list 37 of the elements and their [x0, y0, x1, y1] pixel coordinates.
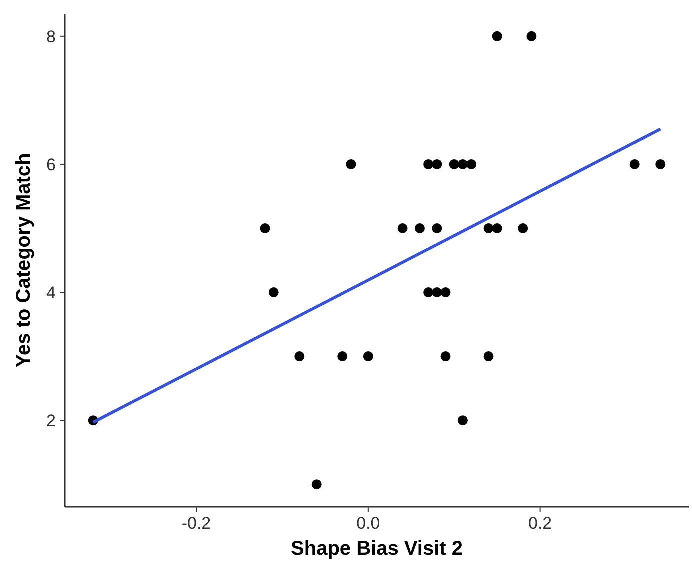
y-tick-label: 6: [46, 155, 56, 174]
point: [338, 352, 348, 362]
point: [440, 352, 451, 362]
y-tick-label: 8: [46, 27, 56, 46]
point: [346, 159, 356, 170]
point: [440, 288, 451, 298]
point: [484, 352, 494, 362]
point: [294, 352, 305, 362]
point: [424, 159, 434, 170]
point: [260, 223, 270, 234]
point: [424, 288, 434, 298]
point: [484, 223, 494, 234]
point: [312, 480, 322, 490]
point: [432, 159, 442, 170]
x-tick-label: 0.2: [528, 514, 552, 533]
point: [268, 288, 279, 298]
point: [398, 223, 408, 234]
point: [526, 31, 537, 42]
point: [518, 223, 528, 234]
point: [432, 288, 442, 298]
y-tick-label: 4: [46, 283, 56, 302]
point: [414, 223, 425, 234]
point: [363, 352, 374, 362]
point: [656, 159, 666, 170]
x-axis-title: Shape Bias Visit 2: [291, 538, 463, 560]
point: [432, 223, 442, 234]
y-axis-title: Yes to Category Match: [13, 153, 35, 368]
x-tick-label: 0.0: [356, 514, 380, 533]
x-tick-label: -0.2: [182, 514, 212, 533]
point: [449, 159, 460, 170]
point: [492, 223, 502, 234]
point: [458, 159, 468, 170]
point: [458, 416, 468, 426]
point: [492, 31, 502, 42]
point: [466, 159, 477, 170]
y-tick-label: 2: [46, 412, 56, 431]
point: [630, 159, 640, 170]
